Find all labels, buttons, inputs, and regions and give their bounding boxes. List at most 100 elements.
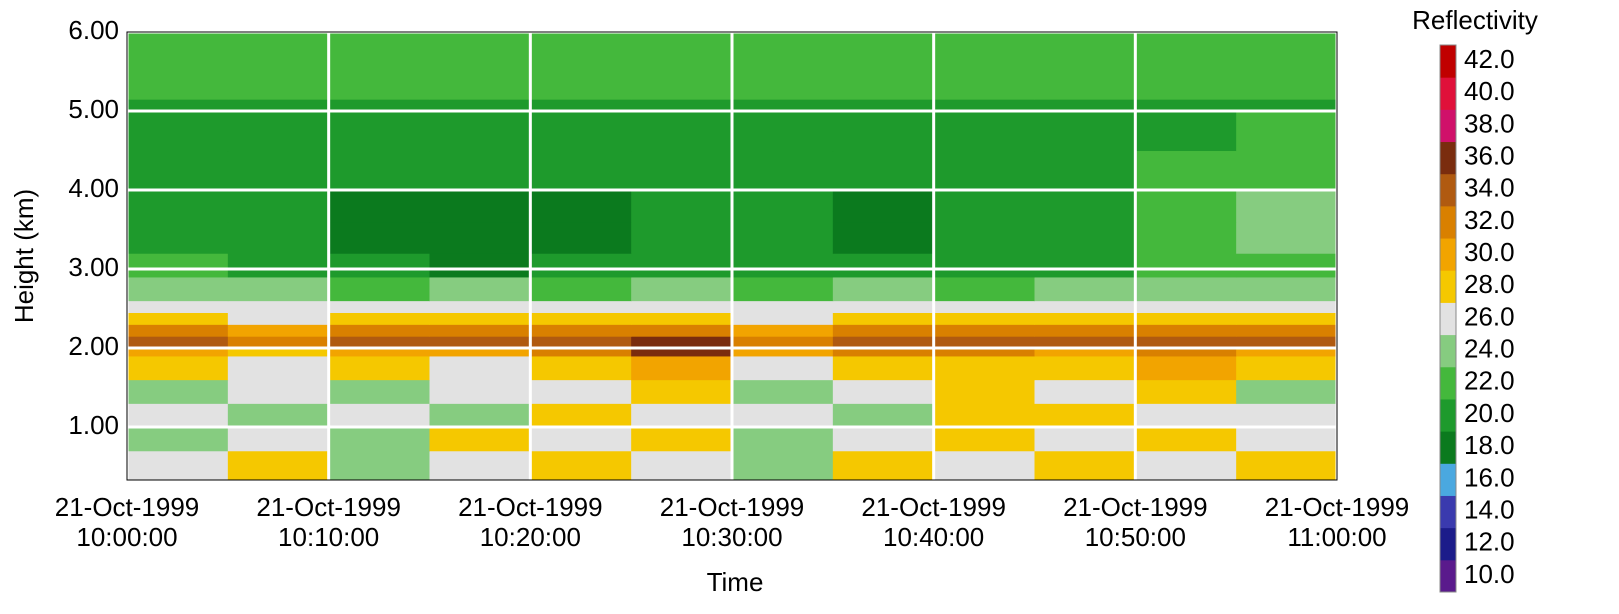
heatmap-cell [1135,99,1237,112]
heatmap-cell [530,355,632,381]
heatmap-cell [227,276,330,302]
heatmap-cell [732,253,834,278]
heatmap-cell [127,221,229,254]
heatmap-cell [1034,450,1136,481]
heatmap-cell [732,221,834,254]
heatmap-cell [1135,355,1237,381]
heatmap-cell [127,253,229,278]
heatmap-cell [227,99,330,112]
x-tick-label: 21-Oct-1999 10:00:00 [54,492,200,552]
heatmap-cell [328,427,430,452]
colorbar-tick-label: 14.0 [1464,494,1515,524]
heatmap-cell [1236,403,1338,428]
heatmap-cell [1236,300,1338,313]
heatmap-cell [328,221,430,254]
heatmap-cell [933,99,1035,112]
heatmap-cell [631,403,733,428]
heatmap-cell [127,300,229,313]
colorbar-tick-label: 24.0 [1464,334,1515,364]
heatmap-cell [127,379,229,404]
heatmap-cell [732,427,834,452]
heatmap-cell [429,150,531,191]
heatmap-cell [732,450,834,481]
heatmap-cell [1236,427,1338,452]
colorbar-tick-label: 40.0 [1464,76,1515,106]
heatmap-cell [127,450,229,481]
heatmap-cell [832,403,935,428]
heatmap-cell [732,403,834,428]
colorbar-tick-label: 36.0 [1464,140,1515,170]
y-tick-label: 2.00 [68,331,119,361]
heatmap-cell [1034,221,1136,254]
heatmap-cell [732,379,834,404]
y-tick-label: 3.00 [68,252,119,282]
heatmap-cell [127,276,229,302]
heatmap-cell [227,253,330,278]
y-tick-label: 1.00 [68,410,119,440]
heatmap-cell [631,336,733,349]
heatmap-cell [328,450,430,481]
colorbar-tick-label: 32.0 [1464,205,1515,235]
heatmap-cell [429,324,531,337]
heatmap-cell [328,355,430,381]
heatmap-cell [933,336,1035,349]
heatmap-cell [832,276,935,302]
heatmap-cell [832,253,935,278]
heatmap-cell [1034,427,1136,452]
colorbar-tick-label: 18.0 [1464,430,1515,460]
heatmap-cell [832,379,935,404]
heatmap-cell [933,403,1035,428]
heatmap-cell [530,190,632,223]
colorbar-segment [1440,173,1456,207]
heatmap-cell [1236,221,1338,254]
heatmap-cell [127,111,229,152]
heatmap-cell [429,99,531,112]
heatmap-cell [631,348,733,357]
colorbar-segment [1440,270,1456,303]
heatmap-cell [429,312,531,325]
heatmap-cell [530,324,632,337]
heatmap-cell [1034,336,1136,349]
heatmap-cell [732,32,834,100]
heatmap-cell [1135,221,1237,254]
colorbar-tick-label: 20.0 [1464,398,1515,428]
heatmap-cell [933,221,1035,254]
heatmap-cell [227,379,330,404]
heatmap-cell [933,312,1035,325]
colorbar-tick-label: 26.0 [1464,301,1515,331]
colorbar-tick-label: 30.0 [1464,237,1515,267]
heatmap-cell [530,336,632,349]
heatmap-cell [933,190,1035,223]
heatmap-cell [429,348,531,357]
x-tick-label: 21-Oct-1999 10:40:00 [861,492,1006,552]
colorbar-tick-label: 12.0 [1464,527,1515,557]
colorbar-tick-label: 34.0 [1464,173,1515,203]
heatmap-cell [328,312,430,325]
heatmap-cell [227,348,330,357]
heatmap-cell [227,403,330,428]
heatmap-cell [530,427,632,452]
heatmap-cell [328,32,430,100]
heatmap-cell [429,111,531,152]
heatmap-cell [1236,355,1338,381]
heatmap-cell [530,348,632,357]
heatmap-cell [631,312,733,325]
heatmap-cell [1034,348,1136,357]
colorbar-segment [1440,495,1456,529]
heatmap-cell [631,324,733,337]
heatmap-cell [732,150,834,191]
heatmap-cell [732,300,834,313]
heatmap-cell [227,111,330,152]
heatmap-cell [1236,99,1338,112]
colorbar-title: Reflectivity [1412,5,1538,35]
heatmap-cell [328,150,430,191]
heatmap-cell [127,32,229,100]
heatmap-cell [530,300,632,313]
heatmap-cell [227,150,330,191]
heatmap-cell [530,221,632,254]
plot-frame [126,31,1338,481]
heatmap-cell [1034,190,1136,223]
heatmap-cell [933,276,1035,302]
heatmap-cell [328,379,430,404]
heatmap-cell [832,427,935,452]
